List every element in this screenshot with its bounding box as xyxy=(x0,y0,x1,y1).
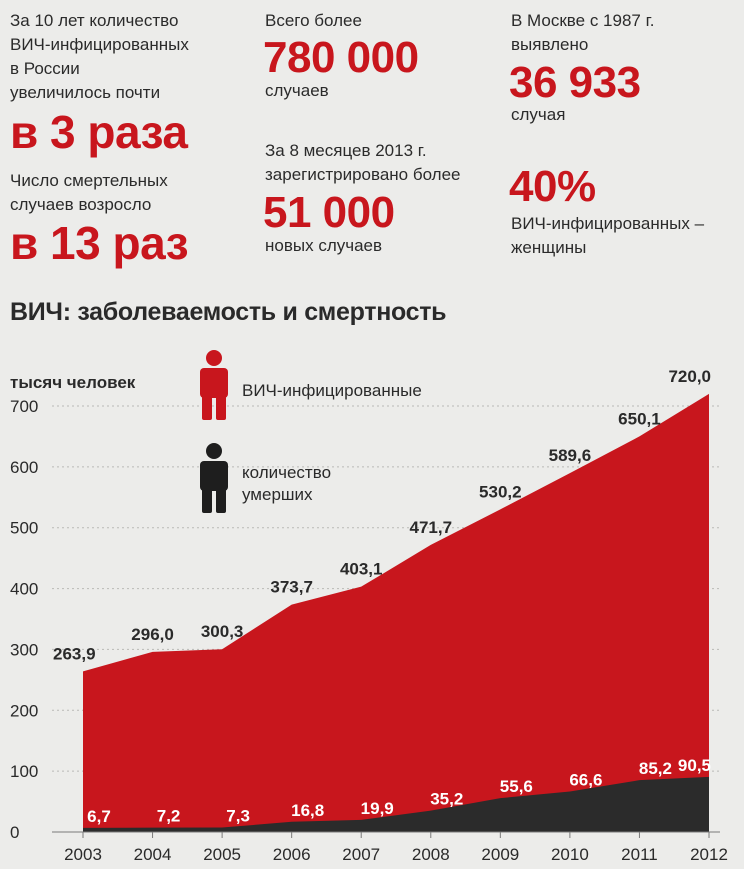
data-label-deaths: 16,8 xyxy=(291,801,324,820)
fact-increase-line-1: За 10 лет количество xyxy=(10,11,179,30)
fact-women-line-1: ВИЧ-инфицированных – xyxy=(511,214,705,233)
data-label-deaths: 19,9 xyxy=(361,799,394,818)
fact-deaths-line-2: случаев возросло xyxy=(10,195,152,214)
series-area-deaths xyxy=(83,776,709,832)
data-label-hiv: 650,1 xyxy=(618,409,661,428)
data-label-hiv: 720,0 xyxy=(668,367,711,386)
fact-deaths-value: в 13 раз xyxy=(10,217,189,269)
fact-deaths-line-1: Число смертельных xyxy=(10,171,168,190)
data-label-deaths: 55,6 xyxy=(500,777,533,796)
data-label-hiv: 300,3 xyxy=(201,622,244,641)
fact-2013-line-1: За 8 месяцев 2013 г. xyxy=(265,141,427,160)
x-tick-label: 2010 xyxy=(551,845,589,864)
y-axis-label: тысяч человек xyxy=(10,373,136,392)
fact-2013-line-2: зарегистрировано более xyxy=(265,165,461,184)
x-tick-label: 2008 xyxy=(412,845,450,864)
x-tick-label: 2004 xyxy=(134,845,172,864)
fact-increase-value: в 3 раза xyxy=(10,106,188,158)
y-tick-label: 100 xyxy=(10,762,38,781)
data-label-deaths: 66,6 xyxy=(569,770,602,789)
series-area-hiv-infected xyxy=(83,393,709,832)
fact-increase-line-4: увеличилось почти xyxy=(10,83,161,102)
fact-moscow-sub: случая xyxy=(511,105,566,124)
data-label-hiv: 589,6 xyxy=(549,446,592,465)
fact-moscow-line-2: выявлено xyxy=(511,35,589,54)
x-tick-label: 2011 xyxy=(621,845,658,864)
fact-women-line-2: женщины xyxy=(511,238,587,257)
data-label-deaths: 85,2 xyxy=(639,759,672,778)
fact-moscow-line-1: В Москве с 1987 г. xyxy=(511,11,655,30)
data-label-deaths: 35,2 xyxy=(430,790,463,809)
data-label-hiv: 403,1 xyxy=(340,560,383,579)
y-tick-label: 500 xyxy=(10,519,38,538)
chart-title: ВИЧ: заболеваемость и смертность xyxy=(10,298,447,326)
fact-2013-sub: новых случаев xyxy=(265,236,383,255)
legend-label-deaths-line-2: умерших xyxy=(242,485,313,504)
data-label-hiv: 263,9 xyxy=(53,644,96,663)
fact-total-label: Всего более xyxy=(265,11,362,30)
fact-2013-value: 51 000 xyxy=(263,188,395,237)
legend-label-hiv: ВИЧ-инфицированные xyxy=(242,381,422,400)
y-tick-label: 400 xyxy=(10,580,38,599)
legend-label-deaths-line-1: количество xyxy=(242,463,331,482)
x-tick-label: 2003 xyxy=(64,845,102,864)
black-person-icon xyxy=(200,443,228,513)
data-label-hiv: 471,7 xyxy=(410,518,453,537)
fact-women-value: 40% xyxy=(509,162,596,211)
data-label-deaths: 7,3 xyxy=(226,807,250,826)
x-tick-label: 2005 xyxy=(203,845,241,864)
x-tick-label: 2009 xyxy=(481,845,519,864)
data-label-deaths: 90,5 xyxy=(678,756,711,775)
fact-total-value: 780 000 xyxy=(263,33,419,82)
data-label-hiv: 296,0 xyxy=(131,625,174,644)
y-tick-label: 0 xyxy=(10,823,19,842)
fact-moscow-value: 36 933 xyxy=(509,58,641,107)
fact-total-sub: случаев xyxy=(265,81,329,100)
y-tick-label: 200 xyxy=(10,701,38,720)
x-tick-label: 2012 xyxy=(690,845,728,864)
data-label-hiv: 373,7 xyxy=(270,578,313,597)
fact-increase-line-2: ВИЧ-инфицированных xyxy=(10,35,189,54)
data-label-hiv: 530,2 xyxy=(479,482,522,501)
data-label-deaths: 7,2 xyxy=(157,807,181,826)
y-tick-label: 300 xyxy=(10,640,38,659)
y-tick-label: 700 xyxy=(10,397,38,416)
data-label-deaths: 6,7 xyxy=(87,807,111,826)
y-tick-label: 600 xyxy=(10,458,38,477)
fact-increase-line-3: в России xyxy=(10,59,80,78)
x-tick-label: 2007 xyxy=(342,845,380,864)
red-person-icon xyxy=(200,350,228,420)
x-tick-label: 2006 xyxy=(273,845,311,864)
